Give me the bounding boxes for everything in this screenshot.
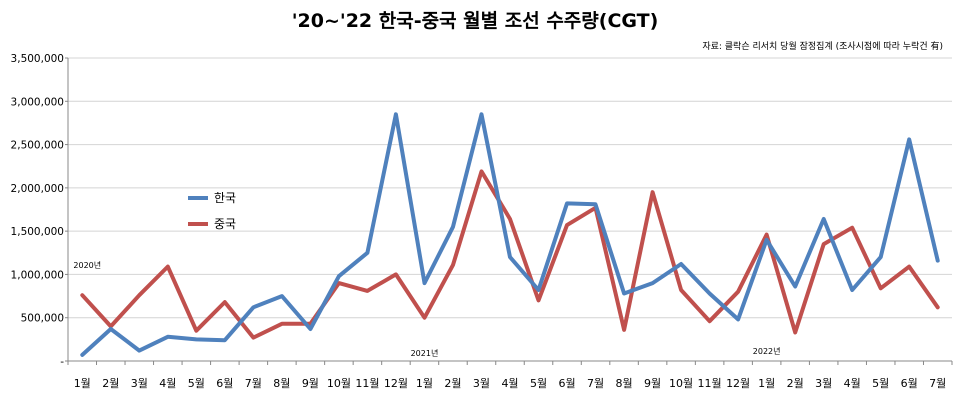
y-tick-label: 2,000,000: [11, 183, 64, 195]
x-tick-label: 10월: [669, 377, 693, 390]
x-tick-label: 4월: [159, 377, 176, 390]
x-tick-label: 1월: [758, 377, 775, 390]
x-tick-label: 9월: [302, 377, 319, 390]
x-tick-label: 7월: [245, 377, 262, 390]
chart-title: '20~'22 한국-중국 월별 조선 수주량(CGT): [292, 10, 659, 32]
axes: [67, 58, 952, 362]
x-tick-label: 11월: [355, 377, 379, 390]
year-label: 2021년: [411, 348, 439, 358]
x-tick-label: 3월: [815, 377, 832, 390]
x-tick-label: 6월: [558, 377, 575, 390]
x-axis-ticks: 1월 2월 3월 4월 5월 6월 7월 8월 9월 10월 11월 12월 1월 2월 3월 4월 5월 6월 7…: [67, 361, 953, 390]
x-tick-label: 7월: [929, 377, 946, 390]
source-note: 자료: 클락슨 리서치 당월 잠정집계 (조사시점에 따라 누락건 有): [702, 40, 943, 52]
y-tick-label: 500,000: [21, 313, 64, 325]
x-tick-label: 3월: [131, 377, 148, 390]
x-tick-label: 2월: [102, 377, 119, 390]
y-tick-label: 1,500,000: [11, 226, 64, 238]
year-label: 2022년: [753, 346, 781, 356]
y-tick-label: 2,500,000: [11, 140, 64, 152]
x-tick-label: 9월: [644, 377, 661, 390]
x-tick-label: 4월: [501, 377, 518, 390]
legend-label-2: 중국: [214, 217, 236, 231]
x-tick-label: 10월: [327, 377, 351, 390]
x-tick-label: 6월: [901, 377, 918, 390]
y-tick-label: 3,000,000: [11, 96, 64, 108]
x-tick-label: 5월: [530, 377, 547, 390]
x-tick-label: 5월: [188, 377, 205, 390]
y-tick-label: 3,500,000: [11, 53, 64, 65]
x-tick-label: 12월: [726, 377, 750, 390]
x-tick-label: 2월: [444, 377, 461, 390]
year-labels: 2020년 2021년 2022년: [73, 260, 780, 358]
gridlines: [68, 57, 952, 319]
legend-label-1: 한국: [214, 191, 236, 205]
series-line-2: [80, 169, 940, 340]
x-tick-label: 7월: [587, 377, 604, 390]
y-tick-label: 1,000,000: [11, 269, 64, 281]
year-label: 2020년: [73, 260, 101, 270]
x-tick-label: 12월: [384, 377, 408, 390]
x-tick-label: 3월: [473, 377, 490, 390]
x-tick-label: 1월: [74, 377, 91, 390]
y-tick-label: -: [60, 356, 64, 368]
series-line-1: [80, 112, 940, 357]
y-axis-ticks: - 500,000 1,000,000 1,500,000 2,000,000 2,500…: [11, 53, 68, 368]
x-tick-label: 8월: [616, 377, 633, 390]
x-tick-label: 11월: [698, 377, 722, 390]
x-tick-label: 8월: [273, 377, 290, 390]
x-tick-label: 2월: [787, 377, 804, 390]
x-tick-label: 1월: [416, 377, 433, 390]
series-lines: [80, 112, 940, 357]
x-tick-label: 6월: [216, 377, 233, 390]
x-tick-label: 5월: [872, 377, 889, 390]
x-tick-label: 4월: [844, 377, 861, 390]
